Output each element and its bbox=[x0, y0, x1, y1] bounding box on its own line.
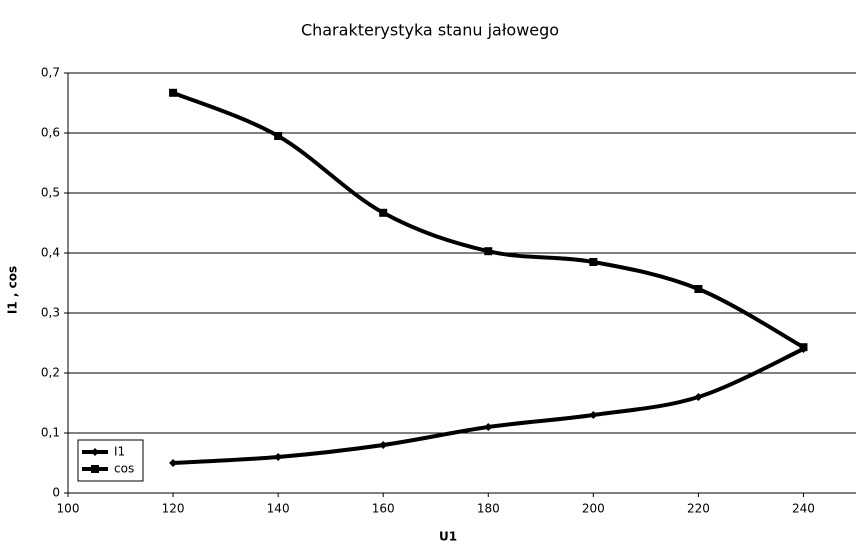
x-tick-label: 180 bbox=[477, 502, 500, 516]
y-tick-label: 0,1 bbox=[41, 426, 60, 440]
x-tick-label: 100 bbox=[57, 502, 80, 516]
y-axis-label: I1 , cos bbox=[6, 266, 20, 314]
x-tick-label: 220 bbox=[687, 502, 710, 516]
data-point bbox=[589, 258, 598, 266]
series-line bbox=[172, 90, 805, 349]
legend-box bbox=[77, 439, 144, 482]
data-point bbox=[379, 441, 388, 449]
data-point bbox=[589, 411, 598, 419]
y-tick-label: 0,4 bbox=[41, 246, 60, 260]
data-point bbox=[169, 88, 178, 97]
series-line bbox=[172, 347, 805, 465]
legend-marker bbox=[91, 465, 99, 473]
data-point bbox=[274, 453, 283, 461]
y-tick-label: 0,2 bbox=[41, 366, 60, 380]
data-point bbox=[799, 343, 808, 352]
x-axis-label: U1 bbox=[439, 530, 457, 544]
data-point bbox=[694, 393, 703, 401]
data-point bbox=[694, 285, 703, 293]
legend-marker bbox=[91, 448, 99, 456]
x-tick-label: 200 bbox=[582, 502, 605, 516]
x-tick-label: 240 bbox=[792, 502, 815, 516]
y-tick-label: 0,5 bbox=[41, 186, 60, 200]
x-tick-label: 140 bbox=[267, 502, 290, 516]
y-tick-label: 0 bbox=[52, 486, 60, 500]
y-tick-label: 0,6 bbox=[41, 126, 60, 140]
x-tick-label: 120 bbox=[162, 502, 185, 516]
y-tick-label: 0,7 bbox=[41, 66, 60, 80]
legend-label: cos bbox=[114, 462, 134, 476]
data-point bbox=[274, 132, 283, 140]
data-point bbox=[379, 208, 388, 217]
data-point bbox=[484, 423, 493, 431]
y-tick-label: 0,3 bbox=[41, 306, 60, 320]
x-tick-label: 160 bbox=[372, 502, 395, 516]
chart-title: Charakterystyka stanu jałowego bbox=[301, 21, 559, 40]
legend-label: I1 bbox=[114, 445, 125, 459]
data-point bbox=[484, 247, 493, 256]
data-point bbox=[169, 459, 178, 467]
